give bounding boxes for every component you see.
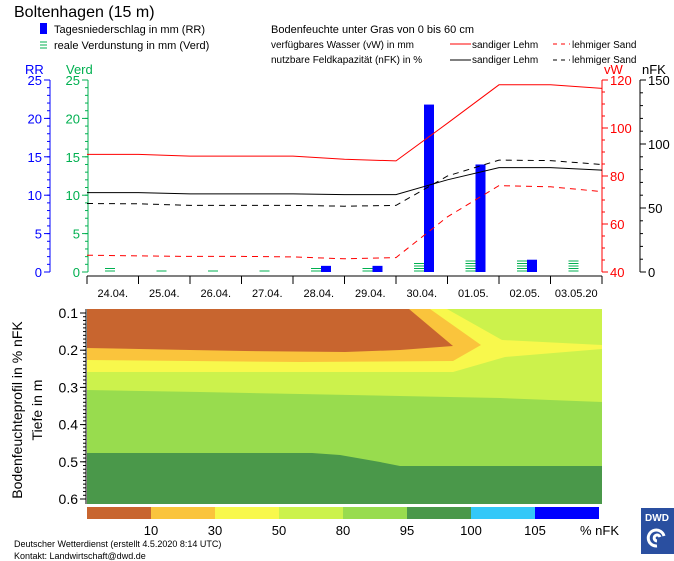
- nfk-dashed-line: [86, 159, 603, 207]
- rr-bar: [475, 164, 486, 272]
- legend-label: 105: [524, 523, 546, 538]
- nfk-axis-tick-label: 100: [648, 137, 670, 152]
- nfk-loamy-sand-label: lehmiger Sand: [572, 55, 636, 66]
- date-label: 03.05.20: [555, 288, 598, 300]
- rr-axis-tick-label: 15: [28, 150, 42, 165]
- date-label: 25.04.: [149, 288, 180, 300]
- weather-chart: 0 5 10 15 20 25 0 5 10 15 20 25 40 60 80 100 120 0 50 100 15…: [28, 73, 670, 300]
- page-title: Boltenhagen (15 m): [14, 4, 155, 21]
- legend-swatch: [343, 507, 407, 519]
- soil-moisture-profile-heatmap: [87, 309, 602, 504]
- heatmap-ylabel: Bodenfeuchteprofil in % nFK: [9, 321, 25, 499]
- date-label: 29.04.: [355, 288, 386, 300]
- date-label: 30.04.: [406, 288, 437, 300]
- legend-label: 100: [460, 523, 482, 538]
- date-label: 27.04.: [252, 288, 283, 300]
- rr-legend-label: Tagesniederschlag in mm (RR): [54, 24, 205, 36]
- depth-tick-label: 0.5: [59, 454, 79, 470]
- nfk-sandy-loam-label: sandiger Lehm: [472, 55, 538, 66]
- band-0-10: [87, 309, 453, 352]
- legend-swatch: [471, 507, 535, 519]
- vw-sandy-loam-label: sandiger Lehm: [472, 40, 538, 51]
- verd-axis-tick-label: 25: [66, 73, 80, 88]
- vw-axis-tick-label: 40: [610, 265, 624, 280]
- vw-solid-line: [87, 84, 603, 162]
- legend-label: 50: [272, 523, 286, 538]
- footer-contact: Kontakt: Landwirtschaft@dwd.de: [14, 551, 146, 561]
- svg-text:DWD: DWD: [645, 513, 669, 524]
- nfk-axis-tick-label: 150: [648, 73, 670, 88]
- color-legend: 10 30 50 80 95 100 105: [87, 507, 599, 538]
- nfk-axis-title: nFK: [642, 62, 666, 77]
- rr-bar: [372, 265, 383, 272]
- date-label: 02.05.: [509, 288, 540, 300]
- swirl-icon: [646, 528, 666, 548]
- heatmap-ylabel-depth: Tiefe in m: [29, 380, 45, 441]
- nfk-legend-label: nutzbare Feldkapazität (nFK) in %: [271, 55, 422, 66]
- legend-unit: % nFK: [580, 523, 619, 538]
- verd-axis-tick-label: 10: [66, 188, 80, 203]
- vw-axis-tick-label: 80: [610, 169, 624, 184]
- legend-label: 95: [400, 523, 414, 538]
- nfk-solid-line: [87, 167, 603, 196]
- rr-bar: [321, 265, 331, 272]
- date-label: 24.04.: [97, 288, 128, 300]
- verd-axis-title: Verd: [66, 62, 93, 77]
- rr-axis-tick-label: 10: [28, 188, 42, 203]
- date-label: 28.04.: [303, 288, 334, 300]
- verd-legend-icon: [40, 41, 47, 49]
- verd-axis-tick-label: 15: [66, 150, 80, 165]
- legend-swatch: [87, 507, 151, 519]
- soil-title: Bodenfeuchte unter Gras von 0 bis 60 cm: [271, 24, 474, 36]
- date-label: 01.05.: [458, 288, 489, 300]
- vw-axis-tick-label: 120: [610, 73, 632, 88]
- rr-axis-tick-label: 25: [28, 73, 42, 88]
- verd-axis-tick-label: 20: [66, 111, 80, 126]
- footer-credit: Deutscher Wetterdienst (erstellt 4.5.202…: [14, 539, 221, 549]
- vw-axis-title: vW: [604, 62, 624, 77]
- verd-legend-label: reale Verdunstung in mm (Verd): [54, 40, 209, 52]
- depth-tick-label: 0.4: [59, 417, 79, 433]
- legend-swatch: [407, 507, 471, 519]
- nfk-axis-tick-label: 50: [648, 201, 662, 216]
- depth-tick-label: 0.3: [59, 379, 79, 395]
- rr-bar: [527, 259, 537, 272]
- date-label: 26.04.: [200, 288, 231, 300]
- legend-label: 10: [144, 523, 158, 538]
- depth-tick-label: 0.2: [59, 342, 79, 358]
- dwd-logo: DWD: [641, 508, 674, 554]
- verd-axis-tick-label: 0: [73, 265, 80, 280]
- band-95-100: [87, 453, 602, 504]
- vw-legend-label: verfügbares Wasser (vW) in mm: [271, 40, 414, 51]
- depth-axis: 0.1 0.2 0.3 0.4 0.5 0.6: [59, 305, 87, 507]
- nfk-axis-tick-label: 0: [648, 265, 655, 280]
- verd-axis-tick-label: 5: [73, 227, 80, 242]
- legend-swatch: [535, 507, 599, 519]
- vw-dashed-line: [86, 185, 603, 260]
- vw-axis-tick-label: 60: [610, 217, 624, 232]
- legend-swatch: [215, 507, 279, 519]
- rr-legend-swatch: [40, 23, 47, 34]
- legend-label: 30: [208, 523, 222, 538]
- rr-axis-tick-label: 0: [35, 265, 42, 280]
- legend-swatch: [151, 507, 215, 519]
- rr-axis-tick-label: 20: [28, 111, 42, 126]
- legend-label: 80: [336, 523, 350, 538]
- depth-tick-label: 0.1: [59, 305, 79, 321]
- rr-axis-tick-label: 5: [35, 227, 42, 242]
- rr-axis-title: RR: [25, 62, 44, 77]
- vw-axis-tick-label: 100: [610, 121, 632, 136]
- vw-loamy-sand-label: lehmiger Sand: [572, 40, 636, 51]
- rr-bar: [424, 104, 434, 273]
- depth-tick-label: 0.6: [59, 491, 79, 507]
- legend-swatch: [279, 507, 343, 519]
